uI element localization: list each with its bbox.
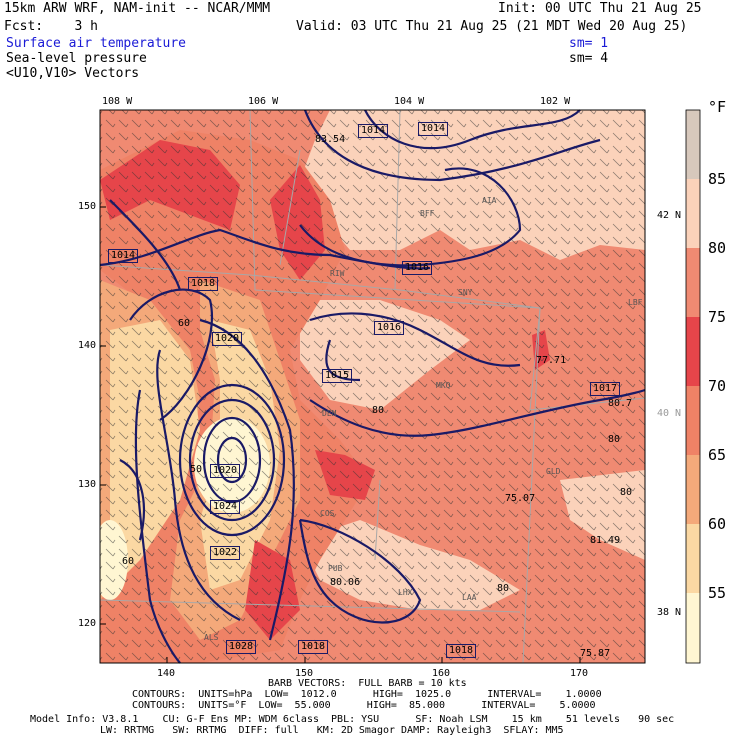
isobar-contours [99,109,646,664]
y-grid-label: 120 [78,618,97,629]
state-boundaries [99,109,646,664]
station-label: SNY [458,288,473,297]
temp-value: 60 [178,318,191,329]
temp-value: 77.71 [536,355,567,366]
colorbar-label: 80 [708,239,727,257]
colorbar-label: 85 [708,170,727,188]
isobar-label: 1018 [446,644,477,658]
field-pressure: Sea-level pressure [6,51,147,66]
temperature-field [100,110,645,663]
lat-label: 38 N [657,607,682,618]
temp-value: 75.07 [505,493,536,504]
colorbar-label: 55 [708,584,727,602]
station-label: AIA [482,196,497,205]
smoothing-pressure: sm= 4 [569,51,609,66]
isobar-label: 1020 [212,332,243,346]
isobar-label: 1018 [188,277,219,291]
lon-label: 106 W [248,96,279,107]
isobar-label: 1014 [358,124,389,138]
station-label: LHX [398,588,413,597]
isobar-label: 1022 [210,546,241,560]
x-grid-label: 160 [432,668,451,679]
colorbar-label: 65 [708,446,727,464]
isobar-label: 1014 [108,249,139,263]
temp-value: 80 [620,487,633,498]
colorbar-label: 75 [708,308,727,326]
colorbar-unit: °F [708,98,727,116]
temp-value: 80.06 [330,577,361,588]
isobar-label: 1020 [210,464,241,478]
model-title: 15km ARW WRF, NAM-init -- NCAR/MMM [4,1,271,16]
isobar-label: 1016 [374,321,405,335]
lon-label: 104 W [394,96,425,107]
contour-info-temp: CONTOURS: UNITS=°F LOW= 55.000 HIGH= 85.… [132,700,596,711]
temp-value: 60 [122,556,135,567]
station-label: DEN [322,409,337,418]
x-grid-label: 150 [295,668,314,679]
isobar-label: 1028 [226,640,257,654]
field-vectors: <U10,V10> Vectors [6,66,140,81]
lat-label: 42 N [657,210,682,221]
y-grid-label: 150 [78,201,97,212]
smoothing-temp: sm= 1 [569,36,609,51]
contour-info-pressure: CONTOURS: UNITS=hPa LOW= 1012.0 HIGH= 10… [132,689,602,700]
isobar-label: 1016 [402,261,433,275]
x-grid-label: 140 [157,668,176,679]
barb-legend: BARB VECTORS: FULL BARB = 10 kts [268,678,467,689]
forecast-hour: Fcst: 3 h [4,19,98,34]
isobar-label: 1018 [298,640,329,654]
isobar-label: 1017 [590,382,621,396]
y-grid-label: 140 [78,340,97,351]
temp-value: 75.87 [580,648,611,659]
isobar-label: 1014 [418,122,449,136]
temp-value: 83.54 [315,134,346,145]
temp-value: 80.7 [608,398,633,409]
model-info: Model Info: V3.8.1 CU: G-F Ens MP: WDM 6… [30,714,675,725]
station-label: RIW [330,269,345,278]
isobar-label: 1024 [210,500,241,514]
temp-value: 80 [497,583,510,594]
temp-value: 50 [190,464,203,475]
isobar-label: 1015 [322,369,353,383]
colorbar-label: 60 [708,515,727,533]
station-label: BFF [420,209,435,218]
x-grid-label: 170 [570,668,589,679]
lon-label: 102 W [540,96,571,107]
lon-label: 108 W [102,96,133,107]
temperature-colorbar [685,109,701,664]
station-label: PUB [328,564,343,573]
model-info-physics: LW: RRTMG SW: RRTMG DIFF: full KM: 2D Sm… [100,725,564,736]
station-label: COS [320,509,335,518]
field-temperature: Surface air temperature [6,36,187,51]
station-label: LBF [628,298,643,307]
colorbar-label: 70 [708,377,727,395]
station-label: ALS [204,633,219,642]
station-label: LAA [462,593,477,602]
init-time: Init: 00 UTC Thu 21 Aug 25 [498,1,702,16]
lat-label: 40 N [657,408,682,419]
y-grid-label: 130 [78,479,97,490]
station-label: GLD [546,467,561,476]
valid-time: Valid: 03 UTC Thu 21 Aug 25 (21 MDT Wed … [296,19,688,34]
temp-value: 81.49 [590,535,621,546]
temp-value: 80 [372,405,385,416]
station-label: MKQ [436,381,451,390]
temp-value: 80 [608,434,621,445]
